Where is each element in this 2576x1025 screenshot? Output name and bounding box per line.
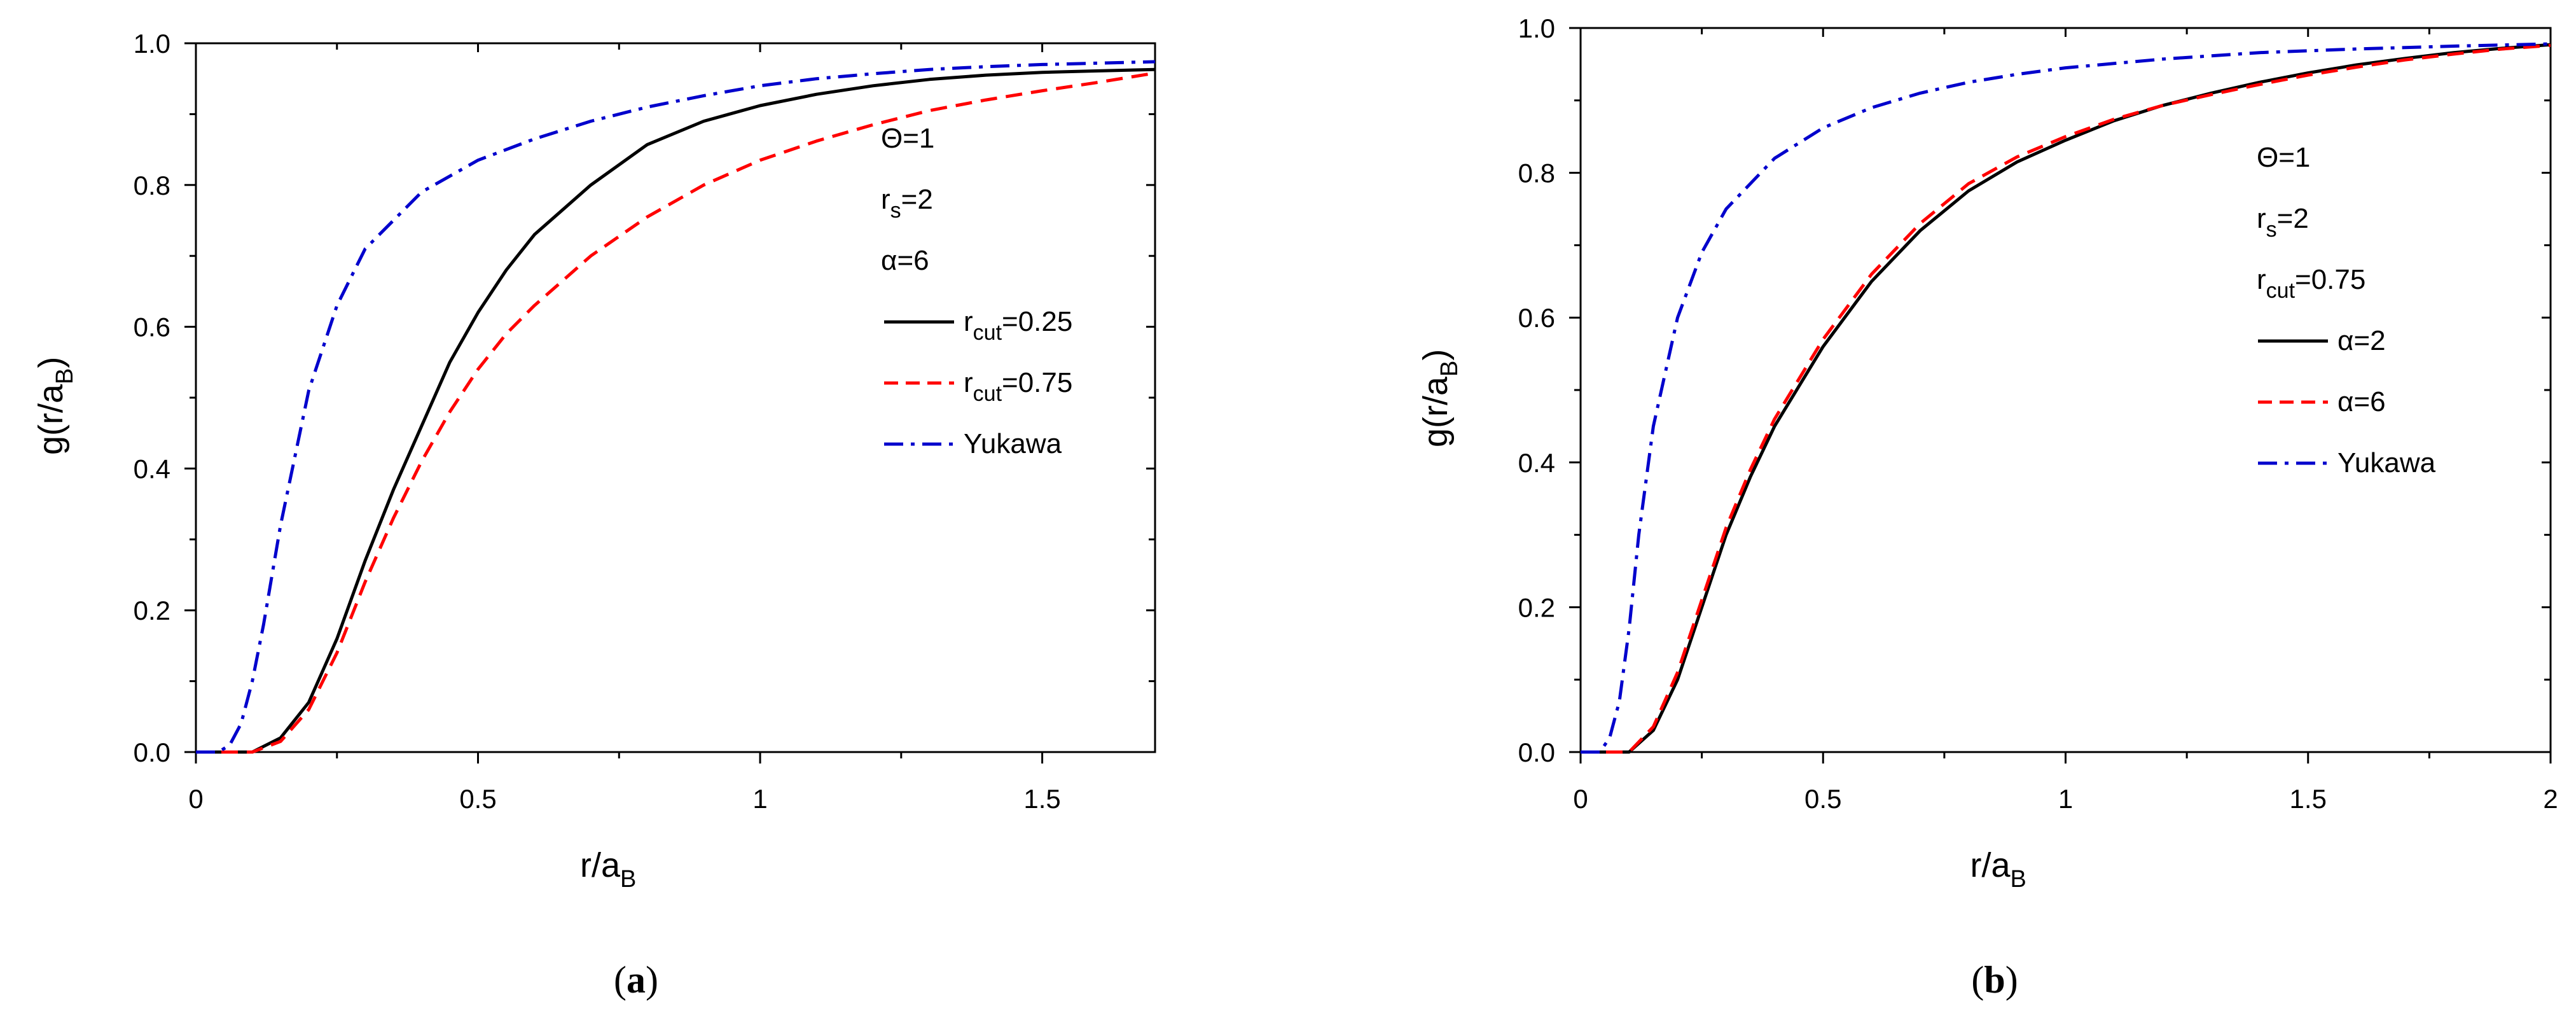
series-line-1 [1581,43,2551,754]
chart-panel-b: 0 0.5 1 1.5 2 0.0 0.2 0.4 0.6 0.8 1.0 r/aB g(r/aB) Θ=… [1416,13,2558,1001]
x-tick-label: 1 [2058,784,2073,814]
legend-label-3: Yukawa [2337,447,2436,478]
panel-label: (b) [1971,959,2018,1001]
y-tick-label: 0.2 [134,596,170,625]
x-tick-label: 0 [188,784,203,814]
series-line-3 [1581,42,2551,754]
x-tick-label: 1.5 [2290,784,2327,814]
legend-label-1: α=2 [2337,325,2386,356]
legend-label-3: Yukawa [964,428,1062,459]
y-tick-label: 0.4 [1518,448,1555,478]
y-tick-label: 0.2 [1518,592,1555,622]
y-tick-label: 0.4 [134,454,170,484]
series-line-1 [196,67,1156,754]
series-line-2 [1581,43,2551,754]
series-line-2 [196,71,1156,754]
parameter-label: rs=2 [881,184,933,223]
x-tick-label: 0 [1573,784,1588,814]
y-tick-label: 0.8 [1518,158,1555,188]
y-tick-label: 1.0 [134,29,170,59]
y-tick-label: 1.0 [1518,13,1555,43]
legend-label-2: rcut=0.75 [964,367,1072,406]
y-axis-title: g(r/aB) [32,357,78,455]
parameter-label: α=6 [881,245,929,276]
x-tick-label: 1.5 [1023,784,1060,814]
y-tick-label: 0.0 [1518,737,1555,767]
x-axis-title: r/aB [580,846,636,893]
legend-label-2: α=6 [2337,386,2386,417]
panel-label: (a) [614,959,658,1001]
x-tick-label: 0.5 [459,784,496,814]
x-tick-label: 0.5 [1804,784,1841,814]
x-tick-label: 1 [752,784,767,814]
parameter-label: Θ=1 [881,123,934,154]
parameter-label: Θ=1 [2257,142,2310,173]
y-tick-label: 0.0 [134,737,170,767]
chart-panel-a: 0 0.5 1 1.5 0.0 0.2 0.4 0.6 0.8 1.0 r/aB g(r/aB) Θ=1… [32,29,1156,1001]
x-axis-title: r/aB [1970,846,2026,893]
y-tick-label: 0.8 [134,171,170,200]
y-tick-label: 0.6 [1518,303,1555,333]
x-tick-label: 2 [2543,784,2558,814]
parameter-label: rcut=0.75 [2257,264,2365,303]
legend-label-1: rcut=0.25 [964,306,1072,345]
y-axis-title: g(r/aB) [1416,349,1463,447]
y-tick-label: 0.6 [134,312,170,342]
parameter-label: rs=2 [2257,203,2309,242]
series-line-3 [196,60,1156,754]
